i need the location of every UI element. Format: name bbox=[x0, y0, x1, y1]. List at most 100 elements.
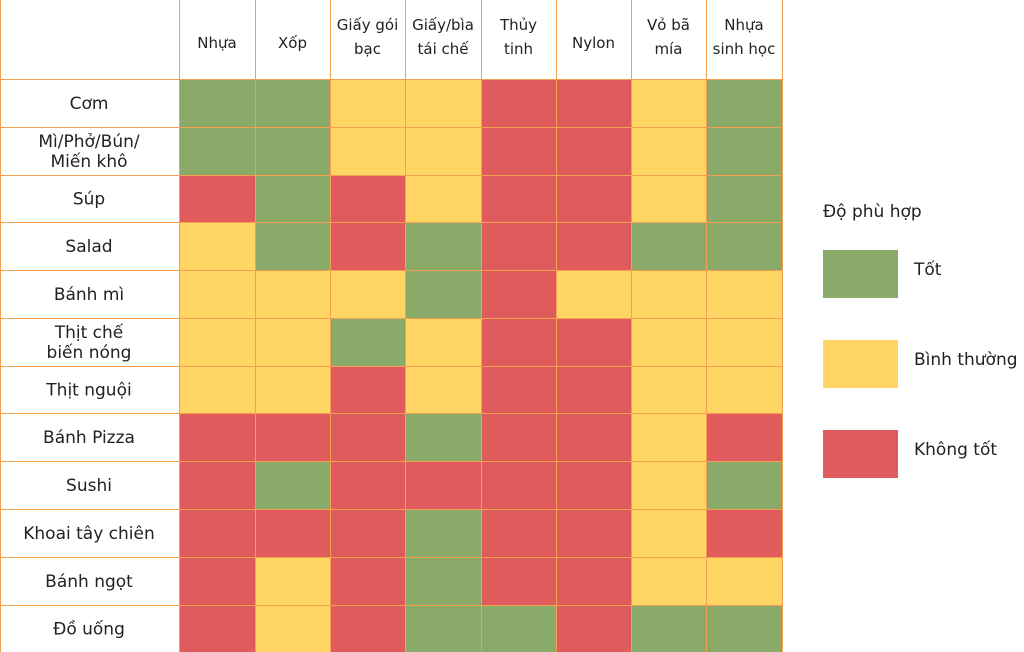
column-header: Thủy tinh bbox=[499, 16, 537, 58]
heatmap-cell bbox=[631, 175, 706, 222]
heatmap-cell bbox=[706, 366, 782, 413]
row-label: Bánh mì bbox=[54, 285, 124, 305]
heatmap-cell bbox=[179, 127, 255, 175]
heatmap-cell bbox=[706, 270, 782, 318]
row-label: Sushi bbox=[66, 476, 112, 496]
column-header: Giấy/bìa tái chế bbox=[412, 16, 474, 58]
heatmap-cell bbox=[179, 366, 255, 413]
heatmap-cell bbox=[405, 557, 481, 605]
heatmap-cell bbox=[330, 222, 405, 270]
heatmap-cell bbox=[706, 222, 782, 270]
heatmap-cell bbox=[481, 366, 556, 413]
row-label: Bánh ngọt bbox=[45, 572, 133, 592]
row-labels: Cơm Mì/Phở/Bún/Miến khô Súp Salad Bánh mì Thị… bbox=[23, 94, 155, 640]
heatmap-cell bbox=[330, 79, 405, 127]
heatmap-cell bbox=[481, 270, 556, 318]
heatmap-cell bbox=[706, 79, 782, 127]
heatmap-cell bbox=[481, 461, 556, 509]
heatmap-cell bbox=[405, 605, 481, 652]
heatmap-cell bbox=[405, 270, 481, 318]
row-label: Bánh Pizza bbox=[43, 428, 135, 448]
heatmap-cell bbox=[481, 318, 556, 366]
heatmap-cell bbox=[255, 509, 330, 557]
heatmap-cell bbox=[255, 222, 330, 270]
heatmap-cell bbox=[330, 413, 405, 461]
heatmap-cell bbox=[706, 461, 782, 509]
heatmap-cell bbox=[255, 175, 330, 222]
heatmap-cell bbox=[179, 318, 255, 366]
heatmap-cell bbox=[481, 79, 556, 127]
row-label: Thịt nguội bbox=[45, 381, 131, 401]
column-header: Giấy gói bạc bbox=[337, 16, 399, 58]
heatmap-cell bbox=[405, 127, 481, 175]
heatmap-cell bbox=[255, 79, 330, 127]
heatmap-cell bbox=[556, 605, 631, 652]
heatmap-cell bbox=[706, 605, 782, 652]
heatmap-cell bbox=[330, 366, 405, 413]
heatmap-cell bbox=[481, 127, 556, 175]
heatmap-cell bbox=[556, 366, 631, 413]
legend-swatch bbox=[823, 340, 898, 388]
heatmap-cell bbox=[330, 127, 405, 175]
heatmap-cell bbox=[706, 175, 782, 222]
heatmap-cell bbox=[330, 175, 405, 222]
heatmap-cell bbox=[556, 318, 631, 366]
heatmap-cell bbox=[556, 557, 631, 605]
heatmap-cell bbox=[255, 366, 330, 413]
heatmap-cell bbox=[255, 605, 330, 652]
heatmap-cell bbox=[631, 270, 706, 318]
heatmap-cell bbox=[706, 127, 782, 175]
heatmap-cell bbox=[330, 318, 405, 366]
heatmap-cell bbox=[405, 366, 481, 413]
heatmap-cell bbox=[179, 79, 255, 127]
heatmap-cell bbox=[179, 222, 255, 270]
heatmap-cell bbox=[631, 366, 706, 413]
heatmap-cell bbox=[481, 175, 556, 222]
legend-swatch bbox=[823, 430, 898, 478]
heatmap-cell bbox=[179, 175, 255, 222]
heatmap-cell bbox=[631, 79, 706, 127]
heatmap-cell bbox=[556, 509, 631, 557]
heatmap-cell bbox=[330, 461, 405, 509]
row-label: Mì/Phở/Bún/Miến khô bbox=[38, 132, 139, 172]
row-label: Cơm bbox=[70, 94, 109, 114]
heatmap-cell bbox=[706, 413, 782, 461]
row-label: Súp bbox=[73, 190, 105, 210]
heatmap-cell bbox=[631, 557, 706, 605]
heatmap-cell bbox=[405, 461, 481, 509]
legend-label: Tốt bbox=[913, 259, 942, 280]
heatmap-cell bbox=[255, 461, 330, 509]
heatmap-cell bbox=[330, 557, 405, 605]
heatmap-cell bbox=[330, 270, 405, 318]
heatmap-cell bbox=[405, 79, 481, 127]
heatmap-cell bbox=[179, 270, 255, 318]
heatmap-cell bbox=[255, 318, 330, 366]
heatmap-cell bbox=[481, 413, 556, 461]
heatmap-cell bbox=[255, 270, 330, 318]
heatmap-cell bbox=[631, 413, 706, 461]
heatmap-cell bbox=[706, 557, 782, 605]
heatmap-cell bbox=[405, 509, 481, 557]
heatmap-cell bbox=[405, 413, 481, 461]
column-header: Nylon bbox=[572, 34, 615, 52]
heatmap-cell bbox=[481, 557, 556, 605]
heatmap-cell bbox=[179, 461, 255, 509]
heatmap-cell bbox=[179, 605, 255, 652]
heatmap-cell bbox=[631, 605, 706, 652]
heatmap-cell bbox=[706, 318, 782, 366]
heatmap-cell bbox=[556, 222, 631, 270]
heatmap-cell bbox=[179, 509, 255, 557]
legend-swatch bbox=[823, 250, 898, 298]
row-label: Salad bbox=[65, 237, 112, 257]
column-header: Vỏ bã mía bbox=[647, 16, 690, 58]
heatmap-cell bbox=[179, 413, 255, 461]
row-label: Đồ uống bbox=[53, 619, 125, 640]
column-headers: Nhựa Xốp Giấy gói bạc Giấy/bìa tái chế Thủy tin… bbox=[197, 16, 775, 58]
column-header: Nhựa sinh học bbox=[713, 16, 776, 58]
legend-label: Không tốt bbox=[914, 439, 997, 460]
heatmap-cell bbox=[631, 461, 706, 509]
heatmap-cell bbox=[330, 605, 405, 652]
heatmap-cell bbox=[481, 605, 556, 652]
row-label: Khoai tây chiên bbox=[23, 524, 155, 544]
